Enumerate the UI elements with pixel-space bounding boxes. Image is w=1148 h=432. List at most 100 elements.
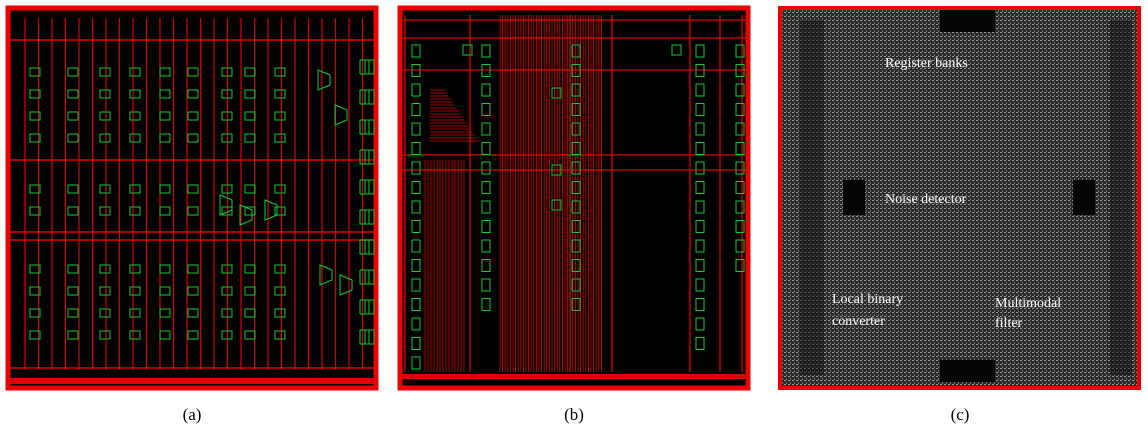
cell	[29, 111, 41, 121]
cell	[187, 308, 199, 318]
cell	[67, 133, 79, 143]
cell	[695, 317, 705, 331]
panel-b	[397, 5, 751, 391]
cell	[571, 220, 581, 233]
cell	[481, 44, 491, 58]
cell	[274, 133, 286, 143]
cell	[221, 133, 233, 143]
cell	[411, 278, 421, 292]
cell	[735, 161, 745, 175]
cell	[244, 67, 256, 77]
cell	[274, 67, 286, 77]
region-label: Local binary	[832, 292, 903, 307]
cell	[411, 200, 421, 214]
cell	[99, 286, 111, 296]
cell	[735, 142, 745, 155]
cell	[159, 286, 171, 296]
cell	[159, 89, 171, 99]
cell	[99, 330, 111, 340]
cell	[159, 206, 171, 216]
cell	[129, 330, 141, 340]
cell	[571, 259, 581, 272]
cell	[481, 142, 491, 155]
cell	[187, 330, 199, 340]
cell	[159, 184, 171, 194]
cell	[67, 184, 79, 194]
cell	[411, 44, 421, 58]
mux	[264, 199, 278, 221]
cell	[67, 308, 79, 318]
cell	[187, 286, 199, 296]
cell	[571, 64, 581, 77]
cell	[29, 133, 41, 143]
cell	[244, 111, 256, 121]
mux	[317, 69, 331, 91]
cell	[735, 44, 745, 58]
cell	[571, 122, 581, 136]
cell	[29, 184, 41, 194]
cell	[244, 206, 256, 216]
cell	[274, 264, 286, 274]
cell	[462, 44, 473, 56]
cell	[129, 133, 141, 143]
region-label: Noise detector	[885, 192, 967, 207]
cell	[274, 286, 286, 296]
cell	[274, 89, 286, 99]
cell	[364, 119, 375, 135]
cell	[481, 181, 491, 194]
cell	[29, 67, 41, 77]
cell	[99, 111, 111, 121]
cell	[735, 220, 745, 233]
cell	[99, 89, 111, 99]
cell	[735, 259, 745, 272]
cell	[29, 89, 41, 99]
cell	[695, 259, 705, 272]
cell	[411, 181, 421, 194]
cell	[671, 44, 682, 56]
cell	[481, 64, 491, 77]
cell	[67, 67, 79, 77]
cell	[67, 264, 79, 274]
cell	[695, 298, 705, 311]
cell	[481, 103, 491, 116]
cell	[67, 330, 79, 340]
region-label: converter	[832, 314, 885, 329]
cell	[551, 164, 562, 176]
cell	[274, 308, 286, 318]
cell	[481, 239, 491, 253]
cell	[244, 89, 256, 99]
cell	[571, 278, 581, 292]
cell	[695, 142, 705, 155]
cell	[221, 330, 233, 340]
cell	[129, 308, 141, 318]
panel-frame	[5, 5, 379, 391]
cell	[29, 308, 41, 318]
cell	[99, 264, 111, 274]
cell	[481, 259, 491, 272]
cell	[481, 83, 491, 97]
cell	[159, 308, 171, 318]
block	[1110, 20, 1132, 375]
cell	[159, 330, 171, 340]
cell	[99, 308, 111, 318]
cell	[29, 206, 41, 216]
cell	[159, 264, 171, 274]
cell	[481, 200, 491, 214]
mux	[334, 104, 348, 126]
cell	[99, 184, 111, 194]
cell	[129, 264, 141, 274]
cell	[571, 200, 581, 214]
cell	[695, 64, 705, 77]
cell	[221, 264, 233, 274]
cell	[221, 111, 233, 121]
cell	[411, 103, 421, 116]
cell	[364, 299, 375, 315]
cell	[364, 179, 375, 195]
cell	[735, 239, 745, 253]
cell	[244, 286, 256, 296]
cell	[364, 239, 375, 255]
cell	[481, 298, 491, 311]
cell	[187, 133, 199, 143]
cell	[364, 329, 375, 345]
